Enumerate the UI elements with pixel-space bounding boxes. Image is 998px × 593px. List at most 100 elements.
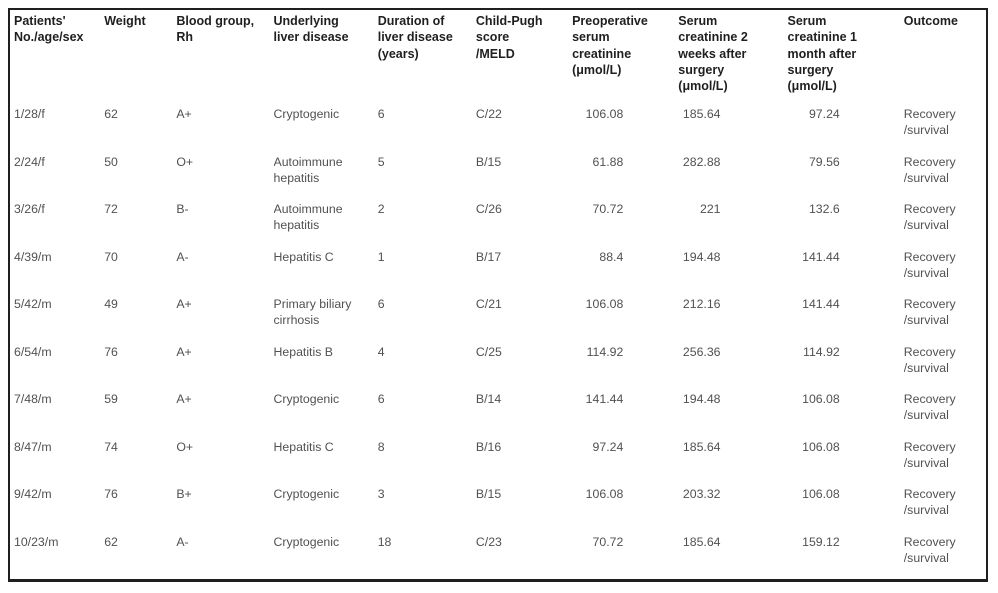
- cell-underlying-liver-disease: Cryptogenic: [273, 392, 340, 406]
- column-header-patient-no-age-sex: Patients' No./age/sex: [14, 14, 84, 45]
- column-header-creatinine-2-weeks: Serum creatinine 2 weeks after surgery (…: [678, 14, 748, 94]
- cell-creatinine-1-month: 141.44: [802, 249, 840, 264]
- cell-child-pugh-meld: B/15: [475, 154, 502, 169]
- cell-creatinine-2-weeks: 185.64: [682, 439, 721, 454]
- cell-creatinine-2-weeks: 221: [699, 202, 721, 216]
- cell-patient-no-age-sex: 3/26/f: [14, 202, 45, 216]
- cell-creatinine-1-month: 106.08: [802, 487, 840, 501]
- table-row-patient-4: 4/39/m 70 A- Hepatitis C 1 B/17 88.4 194…: [9, 248, 987, 296]
- cell-patient-no-age-sex: 2/24/f: [14, 154, 45, 169]
- cell-outcome: Recovery /survival: [903, 487, 956, 518]
- cell-creatinine-2-weeks: 185.64: [682, 534, 721, 549]
- cell-patient-no-age-sex: 10/23/m: [14, 534, 59, 549]
- table-row-patient-3: 3/26/f 72 B- Autoimmune hepatitis 2 C/26…: [9, 200, 987, 248]
- cell-blood-group-rh: A+: [176, 392, 192, 406]
- cell-preop-serum-creatinine: 106.08: [585, 297, 624, 311]
- cell-child-pugh-meld: B/16: [475, 439, 502, 454]
- cell-creatinine-2-weeks: 203.32: [682, 487, 721, 501]
- cell-creatinine-1-month: 114.92: [803, 344, 840, 359]
- cell-preop-serum-creatinine: 106.08: [585, 487, 624, 501]
- cell-outcome: Recovery /survival: [903, 154, 956, 185]
- cell-outcome: Recovery /survival: [903, 297, 956, 328]
- cell-patient-no-age-sex: 9/42/m: [14, 487, 52, 501]
- cell-duration-liver-disease: 6: [377, 297, 385, 311]
- cell-duration-liver-disease: 6: [377, 107, 385, 121]
- cell-creatinine-1-month: 106.08: [802, 392, 840, 406]
- cell-preop-serum-creatinine: 114.92: [586, 344, 624, 359]
- cell-creatinine-1-month: 132.6: [808, 202, 840, 216]
- cell-creatinine-2-weeks: 256.36: [682, 344, 721, 359]
- cell-underlying-liver-disease: Cryptogenic: [273, 487, 340, 501]
- column-header-outcome: Outcome: [903, 14, 958, 28]
- cell-blood-group-rh: A+: [176, 344, 192, 359]
- cell-outcome: Recovery /survival: [903, 202, 956, 233]
- column-header-blood-group-rh: Blood group, Rh: [176, 14, 255, 45]
- column-header-underlying-liver-disease: Underlying liver disease: [273, 14, 349, 45]
- cell-duration-liver-disease: 1: [377, 249, 385, 264]
- table-row-patient-10: 10/23/m 62 A- Cryptogenic 18 C/23 70.72 …: [9, 533, 987, 581]
- cell-duration-liver-disease: 8: [377, 439, 385, 454]
- cell-child-pugh-meld: C/22: [475, 107, 502, 121]
- cell-preop-serum-creatinine: 97.24: [592, 439, 624, 454]
- cell-underlying-liver-disease: Hepatitis C: [273, 439, 334, 454]
- cell-blood-group-rh: B+: [176, 487, 192, 501]
- cell-outcome: Recovery /survival: [903, 439, 956, 470]
- cell-outcome: Recovery /survival: [903, 392, 956, 423]
- cell-patient-no-age-sex: 1/28/f: [14, 107, 45, 121]
- cell-patient-no-age-sex: 8/47/m: [14, 439, 52, 454]
- cell-underlying-liver-disease: Hepatitis B: [273, 344, 333, 359]
- cell-duration-liver-disease: 18: [377, 534, 392, 549]
- cell-child-pugh-meld: B/15: [475, 487, 502, 501]
- cell-creatinine-1-month: 97.24: [808, 107, 840, 121]
- cell-weight: 76: [104, 487, 118, 501]
- cell-child-pugh-meld: C/23: [475, 534, 502, 549]
- cell-blood-group-rh: A-: [176, 249, 189, 264]
- cell-blood-group-rh: O+: [176, 154, 194, 169]
- table-row-patient-7: 7/48/m 59 A+ Cryptogenic 6 B/14 141.44 1…: [9, 390, 987, 438]
- cell-preop-serum-creatinine: 141.44: [585, 392, 624, 406]
- cell-underlying-liver-disease: Cryptogenic: [273, 107, 340, 121]
- cell-outcome: Recovery /survival: [903, 534, 956, 565]
- table-row-patient-6: 6/54/m 76 A+ Hepatitis B 4 C/25 114.92 2…: [9, 343, 987, 391]
- cell-underlying-liver-disease: Primary biliary cirrhosis: [273, 297, 352, 328]
- cell-preop-serum-creatinine: 106.08: [585, 107, 624, 121]
- table-row-patient-5: 5/42/m 49 A+ Primary biliary cirrhosis 6…: [9, 295, 987, 343]
- cell-preop-serum-creatinine: 70.72: [592, 534, 624, 549]
- cell-blood-group-rh: A+: [176, 297, 192, 311]
- cell-outcome: Recovery /survival: [903, 107, 956, 138]
- cell-weight: 72: [104, 202, 118, 216]
- cell-underlying-liver-disease: Autoimmune hepatitis: [273, 202, 343, 233]
- cell-child-pugh-meld: C/21: [475, 297, 502, 311]
- cell-duration-liver-disease: 4: [377, 344, 385, 359]
- cell-weight: 62: [104, 107, 118, 121]
- cell-blood-group-rh: A+: [176, 107, 192, 121]
- cell-weight: 70: [104, 249, 118, 264]
- table-row-patient-8: 8/47/m 74 O+ Hepatitis C 8 B/16 97.24 18…: [9, 438, 987, 486]
- cell-duration-liver-disease: 2: [377, 202, 385, 216]
- cell-child-pugh-meld: B/17: [475, 249, 502, 264]
- cell-duration-liver-disease: 3: [377, 487, 385, 501]
- cell-blood-group-rh: O+: [176, 439, 194, 454]
- cell-underlying-liver-disease: Hepatitis C: [273, 249, 334, 264]
- cell-child-pugh-meld: C/26: [475, 202, 502, 216]
- cell-creatinine-1-month: 159.12: [802, 534, 840, 549]
- cell-patient-no-age-sex: 4/39/m: [14, 249, 52, 264]
- cell-underlying-liver-disease: Autoimmune hepatitis: [273, 154, 343, 185]
- cell-child-pugh-meld: C/25: [475, 344, 502, 359]
- column-header-duration-liver-disease: Duration of liver disease (years): [377, 14, 453, 61]
- cell-weight: 76: [104, 344, 118, 359]
- cell-creatinine-2-weeks: 282.88: [682, 154, 721, 169]
- cell-weight: 62: [104, 534, 118, 549]
- table-row-patient-9: 9/42/m 76 B+ Cryptogenic 3 B/15 106.08 2…: [9, 485, 987, 533]
- column-header-creatinine-1-month: Serum creatinine 1 month after surgery (…: [787, 14, 857, 94]
- cell-preop-serum-creatinine: 88.4: [599, 249, 624, 264]
- cell-creatinine-2-weeks: 185.64: [682, 107, 721, 121]
- cell-outcome: Recovery /survival: [903, 249, 956, 280]
- cell-weight: 59: [104, 392, 118, 406]
- column-header-child-pugh-meld: Child-Pugh score /MELD: [475, 14, 543, 61]
- column-header-preop-serum-creatinine: Preoperative serum creatinine (μmol/L): [572, 14, 648, 77]
- cell-preop-serum-creatinine: 61.88: [592, 154, 624, 169]
- cell-blood-group-rh: A-: [176, 534, 189, 549]
- cell-creatinine-1-month: 79.56: [808, 154, 840, 169]
